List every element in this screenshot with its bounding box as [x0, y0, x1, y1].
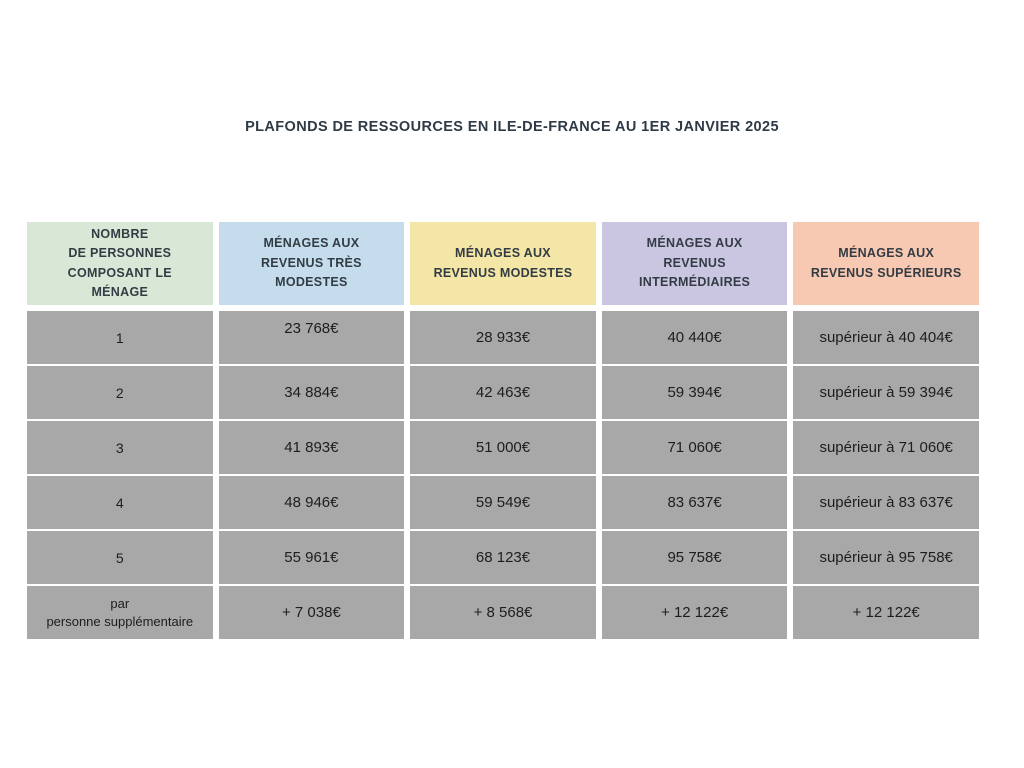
table-row: 1 23 768€ 28 933€ 40 440€ supérieur à 40 404… [27, 311, 979, 364]
ceiling-value: 51 000€ [475, 439, 531, 456]
household-size-label: 4 [115, 494, 124, 511]
ceiling-value-cell: 71 060€ [601, 421, 788, 474]
table-row: 4 48 946€ 59 549€ 83 637€ supérieur à 83 637… [27, 476, 979, 529]
household-size-cell: 2 [27, 366, 213, 419]
ceiling-value-cell: supérieur à 40 404€ [793, 311, 979, 364]
ceiling-value: + 12 122€ [661, 604, 729, 621]
household-size-label: 3 [115, 439, 124, 456]
ceiling-value: + 7 038€ [281, 604, 341, 621]
ceiling-value: 40 440€ [667, 329, 722, 346]
ceiling-value: supérieur à 59 394€ [819, 384, 953, 401]
resources-table: NOMBRE DE PERSONNES COMPOSANT LE MÉNAGE M… [27, 222, 979, 641]
column-header-label: MÉNAGES AUX REVENUS TRÈS MODESTES [260, 236, 362, 290]
ceiling-value-cell: 28 933€ [410, 311, 596, 364]
column-header-higher-income: MÉNAGES AUX REVENUS SUPÉRIEURS [793, 222, 979, 305]
ceiling-value-cell: + 7 038€ [218, 586, 405, 639]
household-size-label: 1 [115, 329, 124, 346]
household-size-label: 2 [115, 384, 124, 401]
table-row: par personne supplémentaire + 7 038€ + 8 5… [27, 586, 979, 639]
ceiling-value: supérieur à 83 637€ [819, 494, 953, 511]
column-header-label: NOMBRE DE PERSONNES COMPOSANT LE MÉNAGE [67, 226, 172, 299]
ceiling-value: 41 893€ [284, 439, 339, 456]
column-header-modest-income: MÉNAGES AUX REVENUS MODESTES [410, 222, 596, 305]
ceiling-value-cell: supérieur à 59 394€ [793, 366, 979, 419]
table-body: 1 23 768€ 28 933€ 40 440€ supérieur à 40 404… [27, 311, 979, 639]
ceiling-value-cell: supérieur à 71 060€ [793, 421, 979, 474]
ceiling-value-cell: 41 893€ [218, 421, 405, 474]
ceiling-value: 83 637€ [667, 494, 722, 511]
household-size-label: 5 [115, 549, 124, 566]
household-size-cell: 1 [27, 311, 213, 364]
ceiling-value-cell: 40 440€ [601, 311, 788, 364]
ceiling-value: 42 463€ [475, 384, 531, 401]
ceiling-value: supérieur à 95 758€ [819, 549, 953, 566]
ceiling-value: supérieur à 40 404€ [819, 329, 953, 346]
ceiling-value-cell: 42 463€ [410, 366, 596, 419]
table-row: 3 41 893€ 51 000€ 71 060€ supérieur à 71 060… [27, 421, 979, 474]
ceiling-value-cell: + 8 568€ [410, 586, 596, 639]
table-row: 2 34 884€ 42 463€ 59 394€ supérieur à 59 394… [27, 366, 979, 419]
ceiling-value: 68 123€ [475, 549, 531, 566]
ceiling-value: 34 884€ [284, 384, 339, 401]
column-header-very-modest-income: MÉNAGES AUX REVENUS TRÈS MODESTES [218, 222, 405, 305]
ceiling-value: 23 768€ [284, 320, 339, 337]
ceiling-value-cell: + 12 122€ [601, 586, 788, 639]
ceiling-value-cell: 34 884€ [218, 366, 405, 419]
column-header-intermediate-income: MÉNAGES AUX REVENUS INTERMÉDIAIRES [601, 222, 788, 305]
page-title: PLAFONDS DE RESSOURCES EN ILE-DE-FRANCE … [245, 119, 779, 135]
ceiling-value-cell: supérieur à 83 637€ [793, 476, 979, 529]
table-row: 5 55 961€ 68 123€ 95 758€ supérieur à 95 758… [27, 531, 979, 584]
column-header-label: MÉNAGES AUX REVENUS SUPÉRIEURS [810, 246, 962, 280]
ceiling-value: + 8 568€ [473, 604, 533, 621]
ceiling-value: + 12 122€ [852, 604, 920, 621]
household-size-cell: 4 [27, 476, 213, 529]
household-size-cell: 5 [27, 531, 213, 584]
table-header-row: NOMBRE DE PERSONNES COMPOSANT LE MÉNAGE M… [27, 222, 979, 305]
ceiling-value-cell: 59 394€ [601, 366, 788, 419]
ceiling-value-cell: 95 758€ [601, 531, 788, 584]
column-header-label: MÉNAGES AUX REVENUS MODESTES [433, 246, 573, 280]
ceiling-value: supérieur à 71 060€ [819, 439, 953, 456]
ceiling-value-cell: 48 946€ [218, 476, 405, 529]
ceiling-value: 55 961€ [284, 549, 339, 566]
ceiling-value-cell: + 12 122€ [793, 586, 979, 639]
household-size-label: par personne supplémentaire [46, 595, 194, 629]
ceiling-value: 59 394€ [667, 384, 722, 401]
ceiling-value-cell: supérieur à 95 758€ [793, 531, 979, 584]
ceiling-value-cell: 51 000€ [410, 421, 596, 474]
household-size-cell: par personne supplémentaire [27, 586, 213, 639]
ceiling-value-cell: 59 549€ [410, 476, 596, 529]
ceiling-value: 48 946€ [284, 494, 339, 511]
ceiling-value-cell: 55 961€ [218, 531, 405, 584]
ceiling-value: 28 933€ [475, 329, 531, 346]
ceiling-value-cell: 23 768€ [218, 311, 405, 364]
column-header-household-size: NOMBRE DE PERSONNES COMPOSANT LE MÉNAGE [27, 222, 213, 305]
ceiling-value-cell: 83 637€ [601, 476, 788, 529]
household-size-cell: 3 [27, 421, 213, 474]
ceiling-value: 95 758€ [667, 549, 722, 566]
column-header-label: MÉNAGES AUX REVENUS INTERMÉDIAIRES [639, 236, 751, 290]
ceiling-value: 59 549€ [475, 494, 531, 511]
ceiling-value-cell: 68 123€ [410, 531, 596, 584]
ceiling-value: 71 060€ [667, 439, 722, 456]
